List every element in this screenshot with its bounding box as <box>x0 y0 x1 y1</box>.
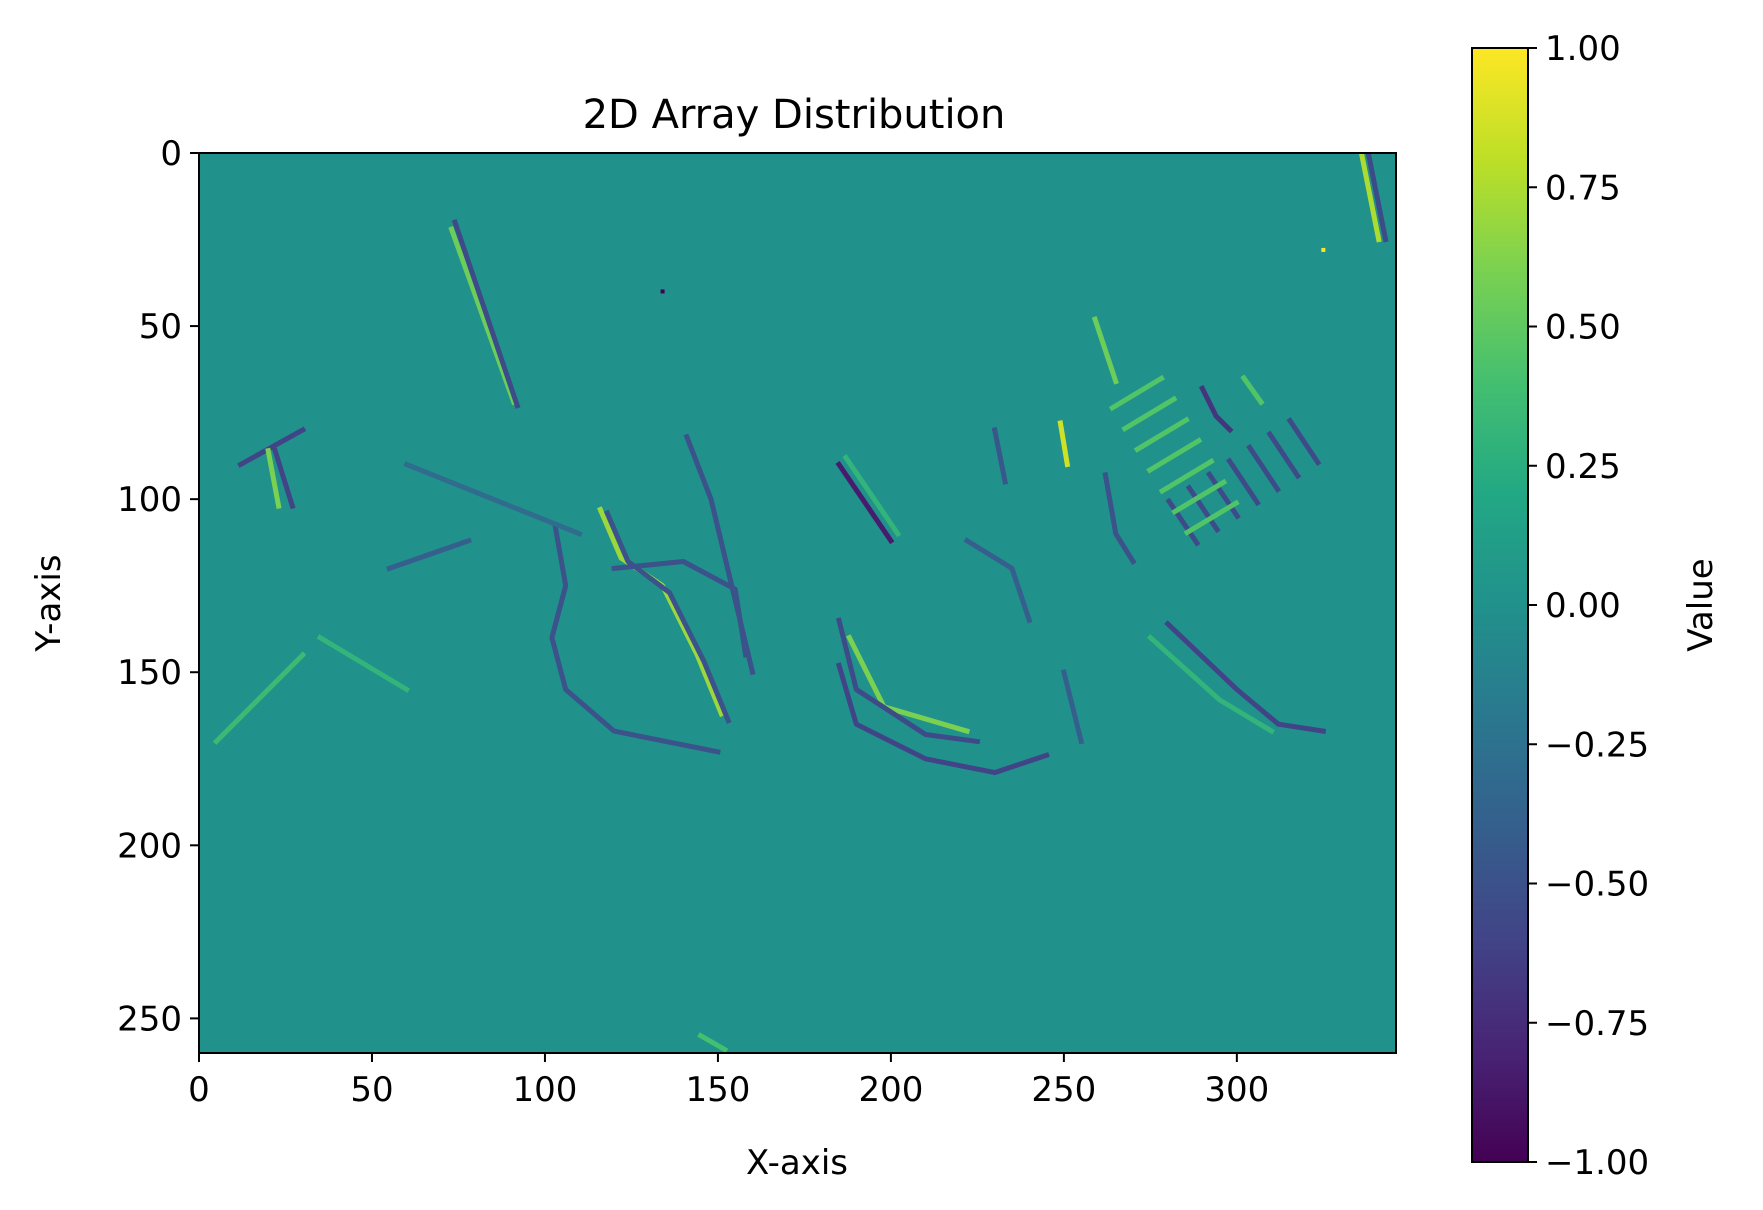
heatmap-corner-streak <box>1365 153 1389 243</box>
y-tick-label: 100 <box>117 480 182 520</box>
heatmap-curve <box>1146 634 1275 735</box>
colorbar-tick-label: 0.75 <box>1545 168 1621 208</box>
heatmap-curve <box>1164 620 1327 734</box>
heatmap-streak <box>683 433 756 676</box>
heatmap-background <box>199 153 1396 1053</box>
heatmap-features <box>212 153 1389 1053</box>
heatmap-grid-line <box>1165 497 1201 547</box>
heatmap-grid-line <box>1108 374 1165 412</box>
heatmap-plot <box>198 152 1397 1054</box>
heatmap-streak <box>1057 420 1071 468</box>
chart-title: 2D Array Distribution <box>583 92 1006 138</box>
heatmap-grid-line <box>1205 470 1241 520</box>
y-tick-label: 150 <box>117 653 182 693</box>
colorbar-label: Value <box>1681 558 1721 651</box>
heatmap-diagonal-streak <box>403 461 583 538</box>
heatmap-grid-line <box>1133 416 1190 453</box>
colorbar-tick-label: −0.75 <box>1545 1004 1649 1044</box>
heatmap-grid-line <box>1121 395 1178 433</box>
colorbar <box>1471 47 1529 1163</box>
x-axis-label: X-axis <box>746 1143 848 1183</box>
heatmap-curve <box>1060 669 1085 745</box>
y-axis-ticks: 0 50 100 150 200 250 <box>117 134 199 1039</box>
heatmap-t-shape-top <box>237 426 307 468</box>
heatmap-speck <box>1321 247 1326 252</box>
x-tick-label: 250 <box>1031 1070 1096 1110</box>
heatmap-arc <box>835 617 981 745</box>
colorbar-tick-label: 1.00 <box>1545 29 1621 69</box>
heatmap-diagonal-streak <box>212 651 307 746</box>
heatmap-diagonal-streak <box>448 226 517 406</box>
heatmap-streak <box>991 426 1009 485</box>
x-tick-label: 200 <box>858 1070 923 1110</box>
colorbar-tick-label: 0.00 <box>1545 586 1621 626</box>
x-axis-ticks: 0 50 100 150 200 250 300 <box>188 1053 1269 1110</box>
heatmap-grid-line <box>1266 430 1302 480</box>
heatmap-corner-streak <box>1358 153 1382 243</box>
heatmap-speck <box>660 289 665 294</box>
colorbar-tick-label: −0.50 <box>1545 865 1649 905</box>
y-tick-label: 0 <box>160 134 182 174</box>
heatmap-small-loop <box>1240 374 1265 406</box>
y-tick-label: 250 <box>117 999 182 1039</box>
x-tick-label: 50 <box>350 1070 393 1110</box>
x-tick-label: 300 <box>1204 1070 1269 1110</box>
colorbar-tick-label: −1.00 <box>1545 1143 1649 1183</box>
heatmap-small-loop <box>1198 385 1234 434</box>
heatmap-t-shape-stem <box>271 447 296 510</box>
heatmap-grid-line <box>1226 457 1261 507</box>
x-tick-label: 100 <box>513 1070 578 1110</box>
heatmap-curve <box>963 537 1033 624</box>
heatmap-grid-line <box>1286 417 1322 466</box>
heatmap-diagonal-streak <box>697 1032 729 1053</box>
heatmap-arc <box>835 662 1050 776</box>
heatmap-grid-line <box>1246 444 1282 493</box>
heatmap-curve <box>603 509 732 724</box>
y-tick-label: 200 <box>117 826 182 866</box>
y-axis-label: Y-axis <box>29 554 69 652</box>
heatmap-grid-line <box>1185 484 1221 534</box>
x-tick-label: 0 <box>188 1070 210 1110</box>
x-tick-label: 150 <box>685 1070 750 1110</box>
heatmap-t-shape-stem <box>265 447 282 510</box>
heatmap-streak <box>842 454 902 538</box>
colorbar-ticks: 1.00 0.75 0.50 0.25 0.00 −0.25 −0.50 −0.75 −1.00 <box>1528 29 1649 1183</box>
heatmap-streak <box>835 461 895 545</box>
y-tick-label: 50 <box>139 307 182 347</box>
heatmap-curve <box>1102 472 1137 565</box>
colorbar-tick-label: −0.25 <box>1545 725 1649 765</box>
heatmap-streak <box>1091 316 1119 385</box>
colorbar-tick-label: 0.50 <box>1545 308 1621 348</box>
plot-frame <box>198 152 1397 1054</box>
heatmap-diagonal-streak <box>386 537 472 572</box>
heatmap-curve <box>549 523 721 755</box>
heatmap-grid-line <box>1171 478 1228 516</box>
heatmap-grid-line <box>1183 499 1240 536</box>
colorbar-tick-label: 0.25 <box>1545 447 1621 487</box>
heatmap-diagonal-streak <box>316 634 411 693</box>
heatmap-grid-line <box>1146 437 1203 474</box>
heatmap-diagonal-streak <box>451 219 521 409</box>
heatmap-grid-line <box>1158 458 1215 495</box>
